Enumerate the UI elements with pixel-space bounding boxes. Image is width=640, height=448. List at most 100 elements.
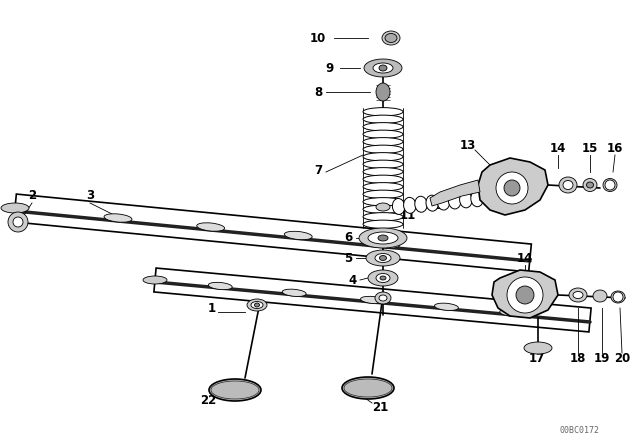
Ellipse shape [460, 192, 472, 208]
Ellipse shape [209, 379, 261, 401]
Ellipse shape [404, 198, 416, 213]
Polygon shape [478, 158, 548, 215]
Ellipse shape [366, 250, 400, 266]
Text: 13: 13 [460, 138, 476, 151]
Ellipse shape [593, 290, 607, 302]
Ellipse shape [559, 177, 577, 193]
Text: 7: 7 [314, 164, 322, 177]
Text: 18: 18 [570, 352, 586, 365]
Ellipse shape [363, 168, 403, 176]
Ellipse shape [363, 123, 403, 131]
Polygon shape [13, 194, 531, 272]
Ellipse shape [376, 273, 390, 283]
Ellipse shape [573, 292, 583, 298]
Ellipse shape [143, 276, 167, 284]
Text: 22: 22 [200, 393, 216, 406]
Text: 14: 14 [517, 251, 533, 264]
Ellipse shape [385, 34, 397, 43]
Ellipse shape [363, 115, 403, 123]
Text: 11: 11 [400, 208, 416, 221]
Circle shape [13, 217, 23, 227]
Ellipse shape [363, 175, 403, 183]
Text: 9: 9 [326, 61, 334, 74]
Ellipse shape [437, 194, 450, 210]
Ellipse shape [569, 288, 587, 302]
Ellipse shape [363, 205, 403, 213]
Ellipse shape [524, 342, 552, 354]
Text: 2: 2 [28, 189, 36, 202]
Text: 19: 19 [594, 352, 610, 365]
Text: 10: 10 [310, 31, 326, 44]
Ellipse shape [426, 195, 438, 211]
Ellipse shape [376, 83, 390, 101]
Ellipse shape [382, 31, 400, 45]
Text: 6: 6 [344, 231, 352, 244]
Text: 16: 16 [607, 142, 623, 155]
Ellipse shape [380, 276, 386, 280]
Ellipse shape [1, 203, 29, 213]
Text: 21: 21 [372, 401, 388, 414]
Ellipse shape [360, 296, 385, 304]
Ellipse shape [368, 270, 398, 286]
Ellipse shape [379, 65, 387, 71]
Ellipse shape [482, 190, 495, 206]
Ellipse shape [603, 178, 617, 191]
Ellipse shape [372, 240, 400, 248]
Circle shape [504, 180, 520, 196]
Polygon shape [492, 270, 558, 318]
Ellipse shape [449, 193, 461, 209]
Ellipse shape [344, 379, 392, 397]
Ellipse shape [379, 295, 387, 301]
Ellipse shape [435, 303, 458, 310]
Ellipse shape [364, 59, 402, 77]
Ellipse shape [363, 145, 403, 153]
Ellipse shape [196, 223, 225, 231]
Ellipse shape [500, 309, 524, 316]
Text: 12: 12 [427, 198, 443, 211]
Ellipse shape [363, 153, 403, 161]
Text: 8: 8 [314, 86, 322, 99]
Ellipse shape [363, 190, 403, 198]
Ellipse shape [363, 138, 403, 146]
Ellipse shape [611, 291, 625, 303]
Ellipse shape [359, 228, 407, 248]
Ellipse shape [208, 282, 232, 290]
Ellipse shape [415, 196, 428, 212]
Ellipse shape [342, 377, 394, 399]
Ellipse shape [363, 198, 403, 206]
Ellipse shape [363, 130, 403, 138]
Circle shape [8, 212, 28, 232]
Text: 3: 3 [86, 189, 94, 202]
Ellipse shape [363, 213, 403, 221]
Ellipse shape [376, 203, 390, 211]
Ellipse shape [368, 232, 398, 244]
Text: 20: 20 [614, 352, 630, 365]
Circle shape [605, 180, 615, 190]
Circle shape [507, 277, 543, 313]
Ellipse shape [471, 191, 483, 207]
Ellipse shape [378, 235, 388, 241]
Ellipse shape [255, 303, 259, 307]
Text: 14: 14 [550, 142, 566, 155]
Ellipse shape [373, 63, 393, 73]
Polygon shape [154, 268, 591, 332]
Ellipse shape [251, 302, 263, 309]
Text: 00BC0172: 00BC0172 [560, 426, 600, 435]
Ellipse shape [583, 178, 597, 191]
Text: 4: 4 [349, 273, 357, 287]
Ellipse shape [586, 182, 593, 188]
Ellipse shape [284, 231, 312, 240]
Polygon shape [430, 180, 480, 206]
Ellipse shape [104, 214, 132, 222]
Ellipse shape [563, 181, 573, 190]
Circle shape [496, 172, 528, 204]
Text: 15: 15 [582, 142, 598, 155]
Ellipse shape [363, 220, 403, 228]
Text: 1: 1 [208, 302, 216, 314]
Ellipse shape [380, 255, 387, 260]
Ellipse shape [211, 381, 259, 399]
Ellipse shape [375, 254, 391, 263]
Text: 5: 5 [344, 251, 352, 264]
Ellipse shape [493, 189, 506, 205]
Circle shape [516, 286, 534, 304]
